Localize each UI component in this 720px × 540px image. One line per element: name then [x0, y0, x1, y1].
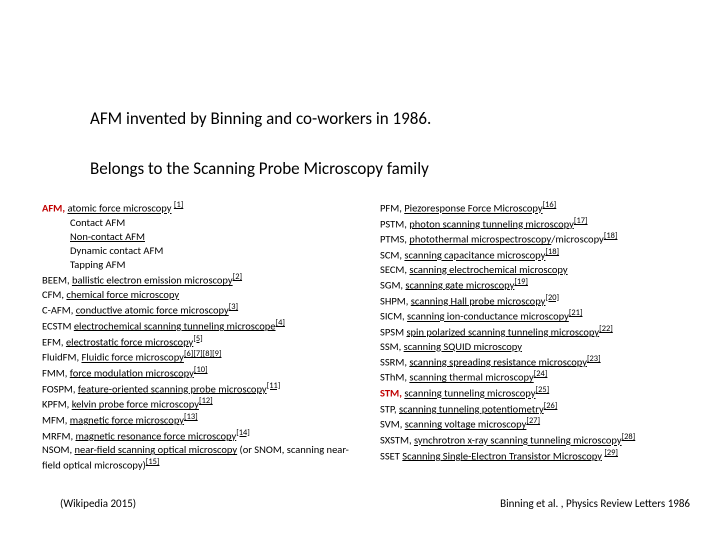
technique-link[interactable]: magnetic resonance force microscopy [75, 429, 236, 442]
technique-link[interactable]: synchrotron x-ray scanning tunneling mic… [414, 434, 622, 447]
left-column: AFM, atomic force microscopy [1]Contact … [42, 200, 362, 473]
list-item: FluidFM, Fluidic force microscopy[6][7][… [42, 349, 362, 365]
list-item: SPSM spin polarized scanning tunneling m… [380, 324, 680, 340]
reference[interactable]: [5] [193, 334, 202, 344]
list-item: Dynamic contact AFM [70, 244, 362, 258]
reference[interactable]: [29] [604, 448, 618, 458]
technique-link[interactable]: chemical force microscopy [66, 288, 179, 301]
technique-link[interactable]: scanning spreading resistance microscopy [409, 355, 587, 368]
heading-line-2: Belongs to the Scanning Probe Microscopy… [90, 158, 429, 179]
list-item: MFM, magnetic force microscopy[13] [42, 412, 362, 428]
reference[interactable]: [1] [174, 200, 183, 210]
technique-link[interactable]: Piezoresponse Force Microscopy [404, 202, 542, 215]
reference[interactable]: [18] [604, 231, 618, 241]
reference[interactable]: [26] [544, 401, 558, 411]
technique-link[interactable]: kelvin probe force microscopy [72, 398, 199, 411]
reference[interactable]: [24] [534, 369, 548, 379]
list-item: EFM, electrostatic force microscopy[5] [42, 334, 362, 350]
technique-link[interactable]: electrostatic force microscopy [66, 335, 193, 348]
reference[interactable]: [3] [229, 302, 238, 312]
reference[interactable]: [28] [622, 432, 636, 442]
reference[interactable]: [22] [599, 324, 613, 334]
reference[interactable]: [10] [194, 365, 208, 375]
list-item: STP, scanning tunneling potentiometry[26… [380, 401, 680, 417]
heading-line-1: AFM invented by Binning and co-workers i… [90, 108, 431, 129]
list-item: SGM, scanning gate microscopy[19] [380, 277, 680, 293]
list-item: SVM, scanning voltage microscopy[27] [380, 416, 680, 432]
reference[interactable]: [12] [199, 396, 213, 406]
footer-citation: Binning et al. , Physics Review Letters … [500, 497, 690, 510]
reference[interactable]: [15] [146, 457, 160, 467]
list-item: PSTM, photon scanning tunneling microsco… [380, 216, 680, 232]
list-item: SXSTM, synchrotron x-ray scanning tunnel… [380, 432, 680, 448]
technique-link[interactable]: scanning gate microscopy [405, 278, 514, 291]
technique-link[interactable]: scanning thermal microscopy [409, 371, 533, 384]
list-item: SHPM, scanning Hall probe microscopy[20] [380, 293, 680, 309]
list-item: FMM, force modulation microscopy[10] [42, 365, 362, 381]
list-item: SCM, scanning capacitance microscopy[18] [380, 247, 680, 263]
technique-link[interactable]: photon scanning tunneling microscopy [409, 217, 574, 230]
reference[interactable]: [19] [514, 277, 528, 287]
technique-link[interactable]: Fluidic force microscopy [81, 351, 183, 364]
list-item: MRFM, magnetic resonance force microscop… [42, 428, 362, 444]
technique-link[interactable]: scanning tunneling potentiometry [399, 402, 544, 415]
list-item: Non-contact AFM [70, 230, 362, 244]
list-item: BEEM, ballistic electron emission micros… [42, 272, 362, 288]
list-item: CFM, chemical force microscopy [42, 288, 362, 302]
list-item: ECSTM electrochemical scanning tunneling… [42, 318, 362, 334]
technique-link[interactable]: ballistic electron emission microscopy [72, 274, 233, 287]
list-item: SSET Scanning Single-Electron Transistor… [380, 448, 680, 464]
reference[interactable]: [11] [267, 381, 281, 391]
reference[interactable]: [16] [543, 200, 557, 210]
list-item: SICM, scanning ion-conductance microscop… [380, 308, 680, 324]
list-item: NSOM, near-field scanning optical micros… [42, 443, 362, 473]
technique-link[interactable]: Scanning Single-Electron Transistor Micr… [402, 449, 602, 462]
list-item: KPFM, kelvin probe force microscopy[12] [42, 396, 362, 412]
reference[interactable]: [13] [184, 412, 198, 422]
list-item: PFM, Piezoresponse Force Microscopy[16] [380, 200, 680, 216]
technique-link[interactable]: force modulation microscopy [70, 366, 194, 379]
list-item: SSM, scanning SQUID microscopy [380, 340, 680, 354]
technique-link[interactable]: magnetic force microscopy [70, 413, 184, 426]
reference[interactable]: [17] [574, 216, 588, 226]
technique-link[interactable]: feature-oriented scanning probe microsco… [78, 382, 267, 395]
reference[interactable]: [6][7][8][9] [184, 349, 222, 359]
list-item: Contact AFM [70, 216, 362, 230]
technique-link[interactable]: scanning voltage microscopy [405, 418, 527, 431]
list-item: SECM, scanning electrochemical microscop… [380, 263, 680, 277]
list-item: FOSPM, feature-oriented scanning probe m… [42, 381, 362, 397]
reference[interactable]: [18] [545, 247, 559, 257]
reference[interactable]: [20] [545, 293, 559, 303]
reference[interactable]: [25] [536, 385, 550, 395]
reference[interactable]: [4] [276, 318, 285, 328]
technique-link[interactable]: conductive atomic force microscopy [76, 304, 229, 317]
technique-link[interactable]: scanning electrochemical microscopy [409, 263, 567, 276]
technique-link[interactable]: scanning tunneling microscopy [404, 387, 535, 400]
list-item: AFM, atomic force microscopy [1] [42, 200, 362, 216]
reference[interactable]: [21] [569, 308, 583, 318]
technique-link[interactable]: scanning ion-conductance microscopy [407, 310, 569, 323]
list-item: Tapping AFM [70, 258, 362, 272]
reference[interactable]: [2] [233, 272, 242, 282]
reference[interactable]: [27] [526, 416, 540, 426]
list-item: PTMS, photothermal microspectroscopy/mic… [380, 231, 680, 247]
list-item: SSRM, scanning spreading resistance micr… [380, 354, 680, 370]
list-item: STM, scanning tunneling microscopy[25] [380, 385, 680, 401]
list-item: SThM, scanning thermal microscopy[24] [380, 369, 680, 385]
technique-columns: AFM, atomic force microscopy [1]Contact … [42, 200, 700, 473]
reference[interactable]: [23] [587, 354, 601, 364]
technique-link[interactable]: scanning Hall probe microscopy [411, 294, 546, 307]
right-column: PFM, Piezoresponse Force Microscopy[16]P… [380, 200, 680, 473]
footer-source: (Wikipedia 2015) [60, 497, 136, 510]
technique-link[interactable]: photothermal microspectroscopy [409, 233, 551, 246]
technique-link[interactable]: scanning capacitance microscopy [404, 249, 545, 262]
technique-link[interactable]: near-field scanning optical microscopy [75, 443, 238, 456]
technique-link[interactable]: spin polarized scanning tunneling micros… [406, 325, 599, 338]
technique-link[interactable]: electrochemical scanning tunneling micro… [74, 319, 276, 332]
list-item: C-AFM, conductive atomic force microscop… [42, 302, 362, 318]
technique-link[interactable]: atomic force microscopy [67, 202, 171, 215]
reference[interactable]: [14] [236, 428, 250, 438]
technique-link[interactable]: scanning SQUID microscopy [404, 340, 522, 353]
